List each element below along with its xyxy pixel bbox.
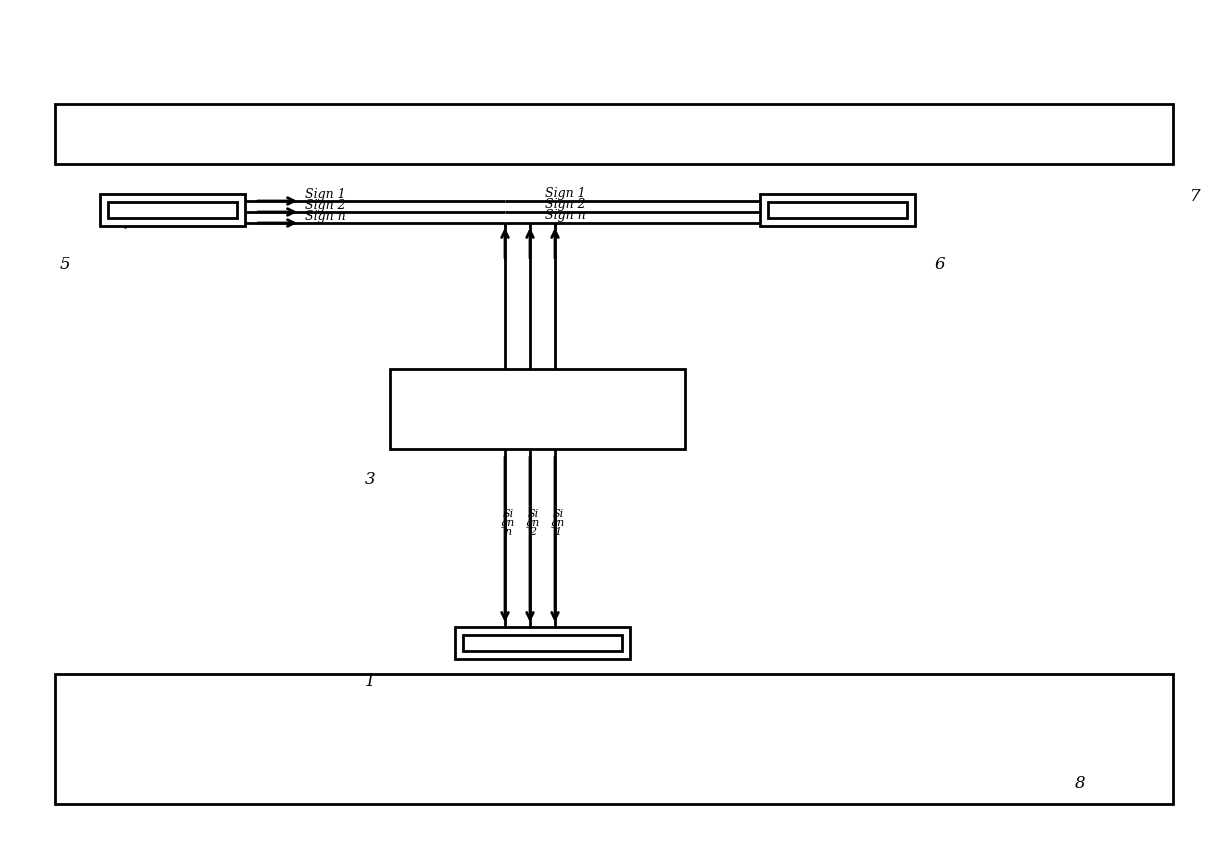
Text: Sign 2: Sign 2 [545,198,586,211]
Bar [391,369,685,449]
Text: 3: 3 [365,470,376,488]
Bar [55,674,1173,804]
Bar [55,104,1173,164]
Text: Sign n: Sign n [545,209,586,222]
Text: Si
gn
1: Si gn 1 [551,509,565,537]
Bar [108,202,237,218]
Text: 8: 8 [1074,776,1086,793]
Text: Si
gn
n: Si gn n [501,509,515,537]
Bar [768,202,907,218]
Bar [463,635,623,651]
Text: Sign 2: Sign 2 [305,199,345,212]
Bar [760,194,915,226]
Text: Sign n: Sign n [305,210,345,223]
Text: 6: 6 [935,256,946,273]
Text: 5: 5 [60,256,70,273]
Text: Si
gn
2: Si gn 2 [526,509,540,537]
Text: 1: 1 [365,674,376,690]
Text: 7: 7 [1190,187,1200,204]
Text: Sign 1: Sign 1 [305,188,345,201]
Bar [456,627,630,659]
Bar [99,194,246,226]
Text: Sign 1: Sign 1 [545,187,586,200]
